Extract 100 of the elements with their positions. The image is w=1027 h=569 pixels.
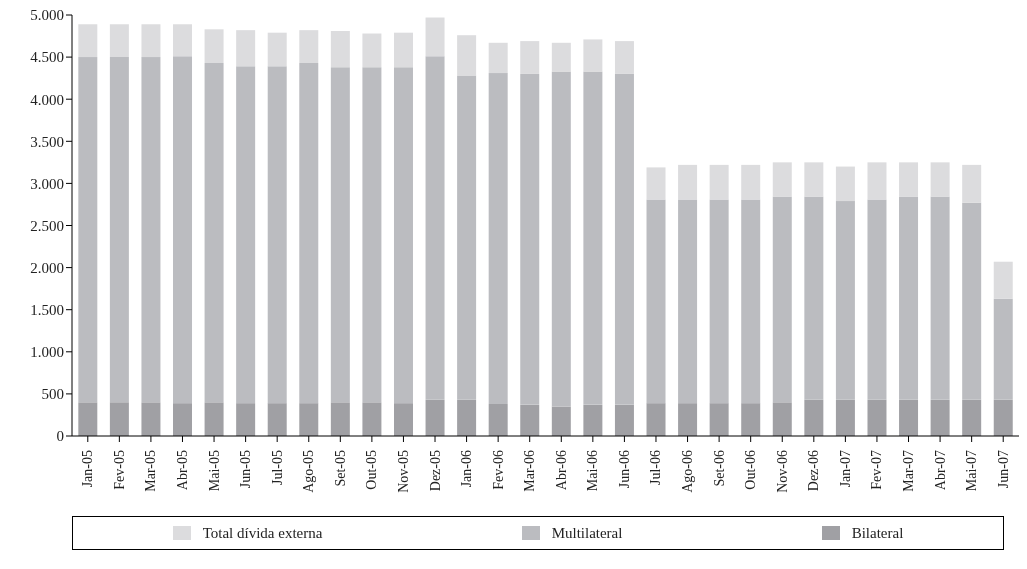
x-tick-label: Fev-05: [111, 450, 127, 490]
y-tick-label: 4.500: [30, 49, 64, 66]
x-tick-label: Fev-07: [869, 450, 885, 490]
bar: [614, 41, 634, 74]
bar: [425, 399, 445, 436]
y-tick-label: 1.500: [30, 302, 64, 319]
bar: [614, 73, 634, 405]
bar: [551, 406, 571, 436]
x-tick-label: Abr-07: [932, 450, 948, 491]
bar: [962, 399, 982, 436]
legend-label: Bilateral: [850, 524, 904, 542]
bar: [678, 403, 698, 436]
bar: [709, 164, 729, 200]
bar: [899, 399, 919, 436]
bar: [299, 403, 319, 436]
bar: [173, 24, 193, 57]
bar: [962, 164, 982, 203]
bar: [520, 73, 540, 405]
bar: [678, 199, 698, 404]
bar: [236, 66, 256, 404]
bar: [267, 403, 287, 436]
bar: [741, 403, 761, 436]
bar: [236, 403, 256, 436]
bar: [204, 29, 224, 63]
x-tick-label: Fev-06: [490, 450, 506, 490]
bar: [109, 24, 129, 58]
bar: [835, 201, 855, 400]
bar: [614, 404, 634, 436]
bar: [646, 199, 666, 404]
y-tick-label: 4.000: [30, 91, 64, 108]
bar: [551, 71, 571, 407]
bar: [646, 167, 666, 200]
bar: [583, 71, 603, 405]
y-tick-label: 3.500: [30, 133, 64, 150]
x-tick-label: Dez-05: [427, 450, 443, 492]
bar: [646, 403, 666, 436]
bar: [362, 67, 382, 403]
bar: [173, 403, 193, 436]
y-tick-label: 500: [41, 386, 64, 403]
x-tick-label: Jan-07: [837, 450, 853, 488]
x-tick-label: Mar-05: [143, 450, 159, 492]
bar: [930, 162, 950, 197]
x-tick-label: Mai-05: [206, 450, 222, 492]
x-tick-label: Set-05: [332, 450, 348, 487]
bar: [583, 39, 603, 72]
bar: [741, 164, 761, 200]
bar: [267, 66, 287, 404]
x-tick-label: Mai-06: [585, 450, 601, 492]
legend-label: Total dívida externa: [201, 524, 323, 542]
y-tick-label: 5.000: [30, 7, 64, 24]
y-tick-label: 2.500: [30, 217, 64, 234]
bar: [393, 67, 413, 404]
bar: [330, 67, 350, 403]
x-tick-label: Mai-07: [964, 450, 980, 492]
bar: [488, 73, 508, 404]
bar: [551, 42, 571, 72]
bar: [267, 32, 287, 67]
bar: [678, 164, 698, 200]
x-tick-label: Jan-05: [80, 450, 96, 488]
legend-label: Multilateral: [550, 524, 623, 542]
bar: [804, 162, 824, 197]
bar: [993, 399, 1013, 436]
bar: [204, 62, 224, 403]
bar: [867, 162, 887, 200]
x-tick-label: Ago-06: [680, 450, 696, 493]
bar: [709, 403, 729, 436]
bar: [393, 32, 413, 68]
bar: [299, 62, 319, 404]
bar: [488, 42, 508, 74]
bar: [709, 199, 729, 404]
x-tick-label: Jan-06: [459, 450, 475, 488]
bar: [204, 402, 224, 436]
bar: [804, 399, 824, 436]
y-tick-label: 2.000: [30, 259, 64, 276]
bar: [425, 56, 445, 400]
bar: [78, 24, 98, 58]
bar: [488, 404, 508, 436]
bar: [835, 399, 855, 436]
x-tick-label: Jul-06: [648, 450, 664, 485]
bar: [330, 31, 350, 68]
bar: [962, 202, 982, 400]
x-tick-label: Dez-06: [806, 450, 822, 492]
bar: [772, 162, 792, 197]
y-tick-label: 0: [56, 428, 64, 445]
bar: [772, 402, 792, 436]
bar: [457, 75, 477, 400]
x-tick-label: Ago-05: [301, 450, 317, 493]
bar: [772, 196, 792, 403]
bar: [330, 402, 350, 436]
x-tick-label: Abr-06: [553, 450, 569, 491]
bar: [867, 199, 887, 400]
bar: [835, 166, 855, 202]
bar: [457, 399, 477, 436]
x-tick-label: Jun-06: [616, 450, 632, 489]
x-tick-label: Set-06: [711, 450, 727, 487]
x-tick-label: Jun-05: [238, 450, 254, 489]
x-tick-label: Nov-06: [774, 450, 790, 493]
x-tick-label: Jun-07: [995, 450, 1011, 489]
bar: [362, 402, 382, 436]
bar: [899, 196, 919, 400]
